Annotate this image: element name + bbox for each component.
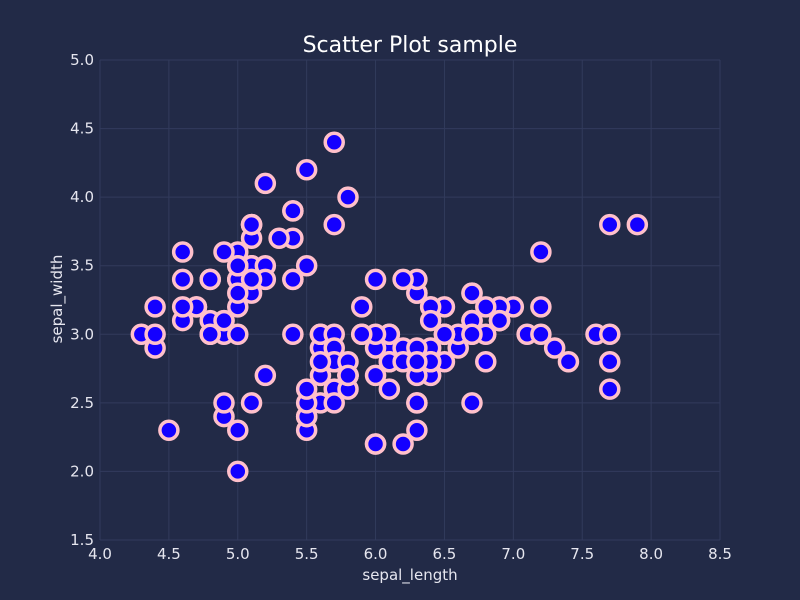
scatter-point (530, 323, 552, 346)
y-axis-label: sepal_width (48, 255, 67, 344)
scatter-point (530, 241, 552, 263)
scatter-point (254, 364, 277, 387)
x-tick-label: 4.5 (157, 545, 181, 563)
y-tick-label: 3.5 (70, 257, 94, 275)
scatter-point (309, 350, 332, 373)
scatter-point (378, 378, 401, 400)
scatter-point (295, 158, 318, 181)
scatter-point (171, 241, 194, 263)
scatter-point (392, 268, 414, 291)
y-tick-label: 3.0 (70, 325, 94, 343)
scatter-point (364, 268, 387, 291)
y-tick-label: 4.5 (70, 120, 94, 138)
y-tick-label: 2.0 (70, 462, 94, 480)
scatter-point (323, 131, 345, 154)
x-tick-label: 5.0 (226, 545, 250, 563)
x-tick-label: 7.5 (570, 545, 594, 563)
scatter-point (240, 392, 263, 414)
scatter-point (599, 378, 621, 400)
scatter-point (419, 309, 442, 332)
scatter-point (337, 186, 359, 208)
data-points (130, 131, 649, 483)
scatter-point (406, 350, 428, 373)
x-tick-label: 8.5 (708, 545, 732, 563)
y-tick-labels: 1.5 2.0 2.5 3.0 3.5 4.0 4.5 5.0 (70, 51, 94, 549)
scatter-point (254, 172, 277, 195)
y-tick-label: 5.0 (70, 51, 94, 69)
x-tick-label: 7.0 (501, 545, 525, 563)
scatter-point (543, 337, 566, 359)
scatter-point (213, 309, 235, 332)
scatter-point (282, 323, 304, 346)
scatter-point (406, 392, 428, 414)
scatter-point (599, 323, 621, 346)
x-tick-label: 4.0 (88, 545, 112, 563)
scatter-point (599, 213, 621, 236)
scatter-point (213, 241, 235, 263)
scatter-point (227, 282, 249, 304)
x-tick-label: 8.0 (639, 545, 663, 563)
scatter-point (557, 350, 580, 373)
scatter-point (282, 200, 304, 222)
scatter-point (461, 392, 483, 414)
scatter-point (282, 268, 304, 291)
scatter-point (171, 268, 194, 291)
scatter-point (626, 213, 649, 236)
scatter-point (433, 323, 456, 346)
scatter-point (351, 323, 373, 346)
y-tick-label: 4.0 (70, 188, 94, 206)
scatter-point (295, 254, 318, 277)
scatter-point (199, 268, 221, 291)
scatter-point (337, 364, 359, 387)
scatter-point (199, 323, 221, 346)
scatter-point (323, 392, 345, 414)
y-tick-label: 2.5 (70, 394, 94, 412)
x-tick-labels: 4.0 4.5 5.0 5.5 6.0 6.5 7.0 7.5 8.0 8.5 (88, 545, 732, 563)
scatter-point (364, 433, 387, 455)
scatter-point (351, 296, 373, 318)
scatter-point (144, 296, 166, 318)
scatter-point (227, 323, 249, 346)
scatter-point (364, 364, 387, 387)
y-tick-label: 1.5 (70, 531, 94, 549)
scatter-point (475, 350, 497, 373)
scatter-point (240, 213, 263, 236)
scatter-point (406, 419, 428, 442)
scatter-point (227, 254, 249, 277)
scatter-point (461, 282, 483, 304)
x-axis-label: sepal_length (362, 566, 457, 585)
scatter-point (240, 268, 263, 291)
scatter-point (461, 323, 483, 346)
scatter-point (488, 309, 511, 332)
chart-title: Scatter Plot sample (303, 33, 518, 58)
scatter-point (227, 460, 249, 483)
scatter-point (475, 296, 497, 318)
scatter-point (227, 419, 249, 442)
scatter-point (144, 323, 166, 346)
scatter-point (323, 213, 345, 236)
scatter-point (392, 433, 414, 455)
scatter-point (530, 296, 552, 318)
scatter-point (268, 227, 290, 250)
scatter-point (171, 296, 194, 318)
x-tick-label: 6.5 (433, 545, 457, 563)
scatter-point (213, 392, 235, 414)
scatter-point (295, 378, 318, 400)
x-tick-label: 5.5 (295, 545, 319, 563)
scatter-point (599, 350, 621, 373)
x-tick-label: 6.0 (364, 545, 388, 563)
scatter-point (158, 419, 180, 442)
